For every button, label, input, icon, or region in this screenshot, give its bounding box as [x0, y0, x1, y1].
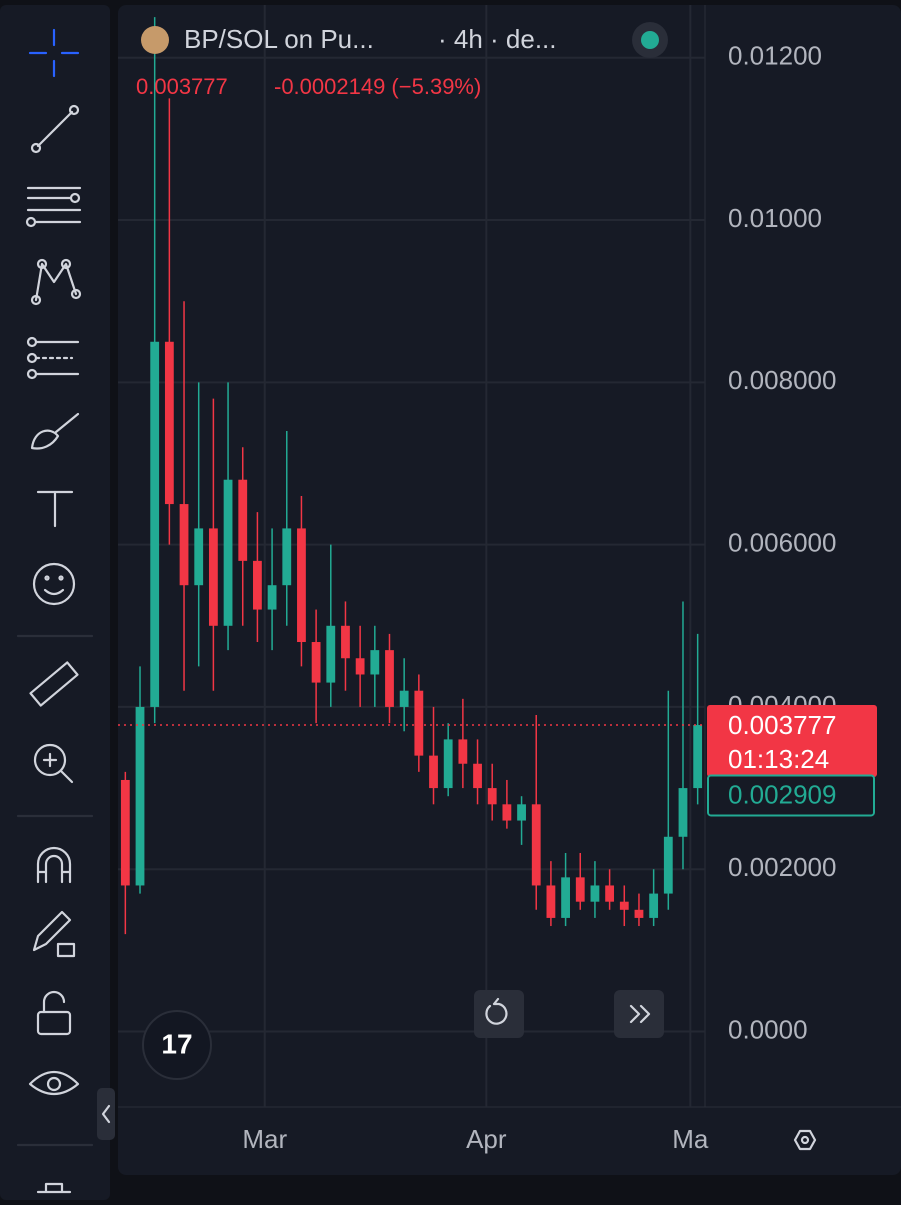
- candle-body: [179, 504, 189, 586]
- candle-body: [575, 877, 585, 902]
- candle-body: [253, 560, 262, 610]
- collapse-icon: [101, 1104, 111, 1124]
- candle-body: [385, 650, 394, 707]
- candle-body: [487, 788, 497, 805]
- candle-body: [282, 528, 292, 586]
- y-tick-label: 0.01200: [728, 41, 822, 71]
- y-tick-label: 0.0000: [728, 1014, 808, 1044]
- candle-body: [531, 804, 541, 886]
- marker-price-label: 0.002909: [728, 779, 836, 809]
- interval: · 4h · de...: [438, 24, 557, 54]
- logo[interactable]: [142, 1010, 212, 1080]
- y-tick-label: 0.006000: [728, 528, 836, 558]
- y-tick-label: 0.002000: [728, 852, 836, 882]
- countdown: 01:13:24: [728, 744, 829, 774]
- candle-body: [150, 341, 160, 707]
- candle-body: [135, 706, 145, 886]
- price-change: -0.0002149 (−5.39%): [274, 74, 481, 99]
- candle-body: [164, 341, 174, 505]
- y-tick-label: 0.01000: [728, 203, 822, 233]
- symbol-icon: [141, 26, 169, 54]
- candle-body: [517, 804, 526, 821]
- candle-body: [590, 885, 600, 902]
- candle-body: [208, 528, 218, 626]
- marker-price-box: [707, 774, 875, 817]
- scroll-icon: [629, 1004, 651, 1024]
- candle-body: [473, 763, 482, 789]
- grid: [118, 5, 705, 1107]
- settings-icon[interactable]: [793, 1129, 817, 1151]
- collapse-button[interactable]: [97, 1088, 115, 1140]
- last-price-label: 0.003777: [728, 710, 836, 740]
- candle-body: [341, 625, 350, 659]
- last-price: 0.003777: [136, 74, 228, 99]
- x-tick-label: Ma: [672, 1124, 709, 1154]
- candle-body: [194, 528, 204, 586]
- settings-dot: [800, 1135, 810, 1145]
- candle-body: [414, 690, 424, 756]
- candle-body: [223, 479, 233, 626]
- candle-body: [443, 739, 453, 789]
- candle-body: [634, 909, 644, 918]
- candle-body: [267, 585, 277, 610]
- candle-body: [429, 755, 438, 789]
- candles: [118, 17, 705, 935]
- y-tick-label: 0.008000: [728, 365, 836, 395]
- candle-body: [311, 642, 321, 683]
- candle-body: [399, 690, 409, 707]
- reset-button[interactable]: [474, 990, 524, 1038]
- axis-labels: 0.012000.010000.0080000.0060000.0040000.…: [242, 41, 877, 1154]
- candle-body: [355, 658, 365, 675]
- candle-body: [678, 788, 688, 837]
- candle-body: [605, 885, 615, 902]
- reset-icon: [485, 997, 508, 1025]
- candle-body: [561, 877, 570, 918]
- candle-body: [619, 901, 629, 910]
- candle-body: [120, 779, 130, 886]
- toolbar-icons: [16, 28, 94, 1194]
- logo-mark: 17: [161, 1028, 192, 1059]
- candle-body: [238, 479, 248, 561]
- candle-body: [458, 739, 468, 764]
- status-dot: [641, 31, 659, 49]
- toolbar: [0, 5, 110, 1200]
- candle-body: [546, 885, 556, 918]
- candle-body: [502, 804, 512, 821]
- x-tick-label: Mar: [242, 1124, 287, 1154]
- candle-body: [649, 893, 659, 918]
- candle-body: [297, 528, 306, 643]
- candle-body: [693, 725, 703, 789]
- candle-body: [326, 625, 336, 683]
- last-price-box: [707, 705, 877, 778]
- candle-body: [663, 836, 673, 894]
- symbol: BP/SOL on Pu...: [184, 24, 374, 54]
- x-tick-label: Apr: [466, 1124, 507, 1154]
- candle-body: [370, 650, 380, 675]
